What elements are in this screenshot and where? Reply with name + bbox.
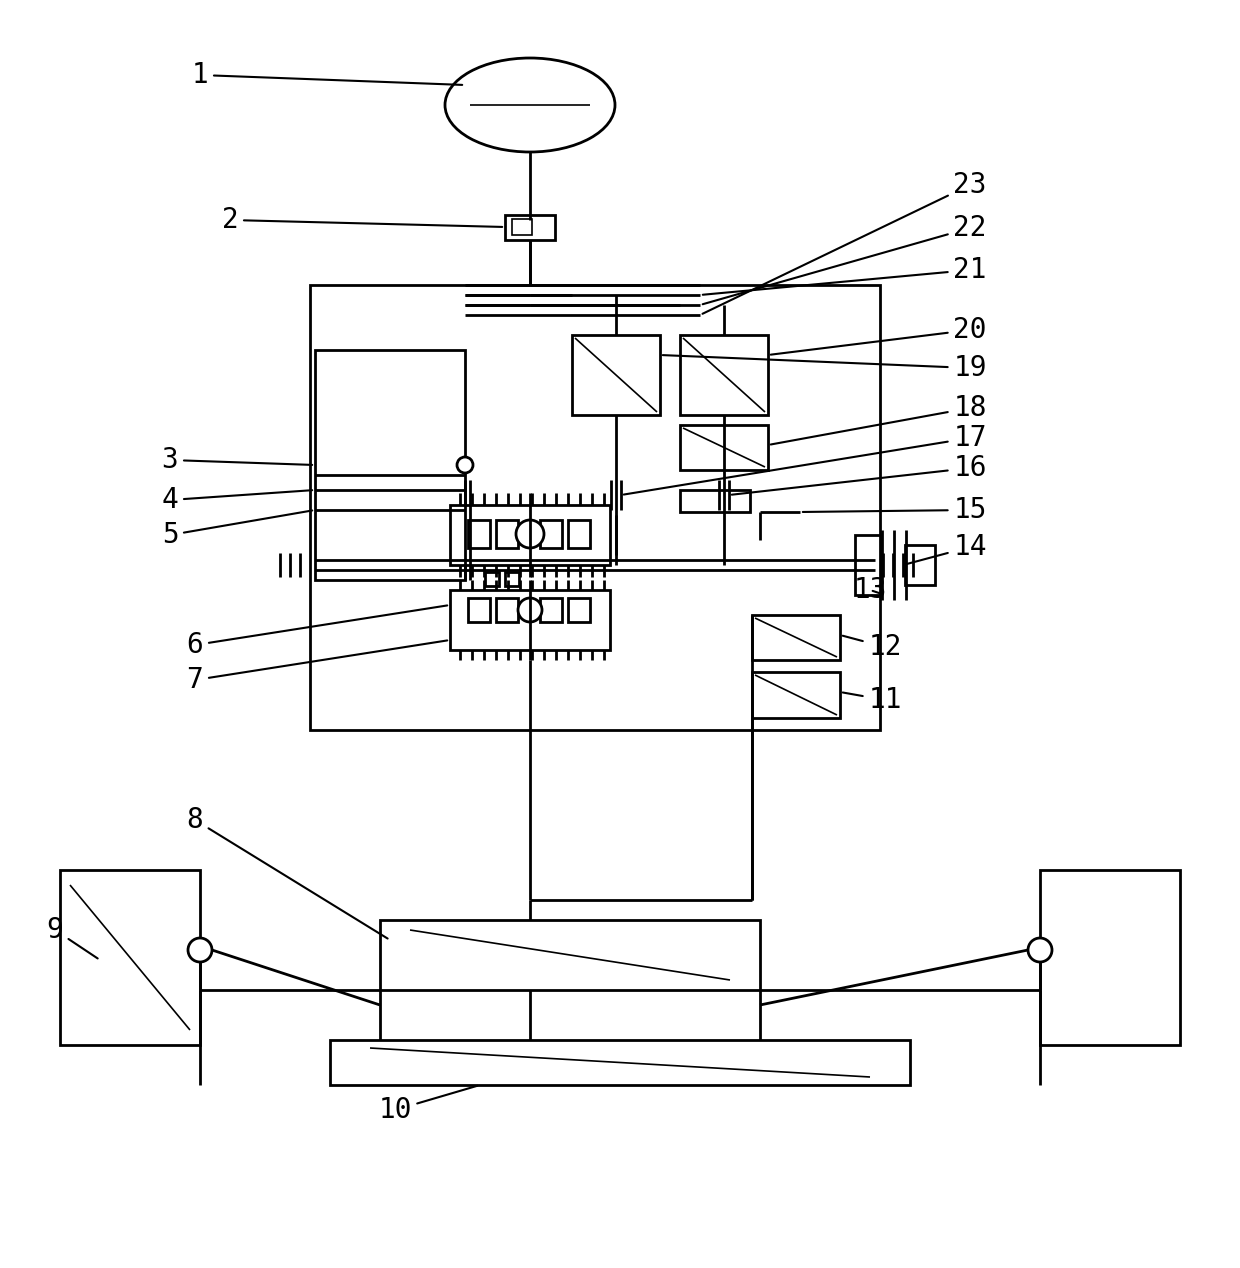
Text: 18: 18: [771, 394, 987, 445]
Bar: [485, 572, 498, 586]
Bar: [680, 425, 768, 470]
Bar: [680, 335, 768, 415]
Bar: [467, 598, 490, 623]
Bar: [505, 216, 556, 240]
Bar: [330, 1040, 910, 1085]
Bar: [496, 598, 518, 623]
Text: 23: 23: [703, 171, 987, 313]
Bar: [512, 219, 532, 235]
Text: 20: 20: [771, 316, 987, 355]
Text: 17: 17: [624, 424, 987, 495]
Text: 22: 22: [703, 214, 987, 304]
Bar: [856, 535, 880, 595]
Bar: [572, 335, 660, 415]
Text: 12: 12: [843, 633, 901, 661]
Bar: [680, 489, 750, 512]
Bar: [379, 921, 760, 990]
Bar: [905, 545, 935, 585]
Bar: [751, 615, 839, 661]
Text: 11: 11: [843, 686, 901, 714]
Text: 7: 7: [187, 640, 448, 694]
Bar: [568, 520, 590, 548]
Text: 15: 15: [802, 496, 987, 524]
Circle shape: [516, 520, 544, 548]
Ellipse shape: [445, 58, 615, 152]
Bar: [539, 520, 562, 548]
Bar: [496, 520, 518, 548]
Text: 6: 6: [187, 605, 448, 659]
Bar: [1040, 870, 1180, 1045]
Bar: [505, 572, 520, 586]
Text: 19: 19: [662, 354, 987, 382]
Text: 5: 5: [161, 511, 312, 549]
Text: 10: 10: [378, 1085, 477, 1123]
Bar: [315, 350, 465, 579]
Bar: [568, 598, 590, 623]
Bar: [751, 672, 839, 718]
Bar: [539, 598, 562, 623]
Bar: [60, 870, 200, 1045]
Bar: [450, 505, 610, 566]
Text: 2: 2: [222, 205, 502, 235]
Circle shape: [518, 598, 542, 623]
Text: 16: 16: [732, 454, 987, 495]
Text: 8: 8: [187, 806, 388, 938]
Text: 9: 9: [47, 915, 98, 959]
Text: 1: 1: [192, 61, 463, 89]
Bar: [310, 285, 880, 730]
Circle shape: [458, 456, 472, 473]
Text: 13: 13: [853, 576, 887, 604]
Bar: [467, 520, 490, 548]
Text: 4: 4: [161, 486, 312, 514]
Circle shape: [1028, 938, 1052, 962]
Text: 21: 21: [703, 256, 987, 294]
Text: 3: 3: [161, 446, 312, 474]
Text: 14: 14: [905, 533, 987, 564]
Bar: [450, 590, 610, 650]
Circle shape: [188, 938, 212, 962]
